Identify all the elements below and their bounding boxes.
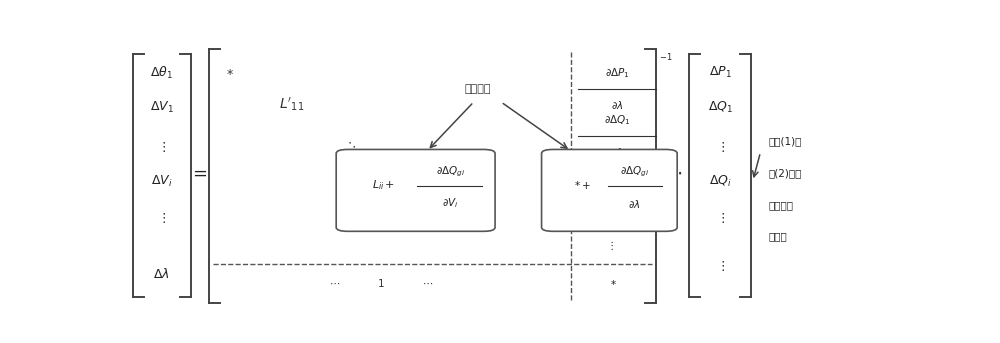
- FancyBboxPatch shape: [336, 150, 495, 231]
- Text: $\partial V_i$: $\partial V_i$: [442, 197, 459, 211]
- Text: $\Delta Q_i$: $\Delta Q_i$: [709, 174, 732, 189]
- Text: $\Delta Q_1$: $\Delta Q_1$: [708, 99, 733, 115]
- Text: 修正元素: 修正元素: [464, 84, 491, 94]
- Text: $\Delta\lambda$: $\Delta\lambda$: [153, 267, 170, 281]
- Text: $\vdots$: $\vdots$: [716, 140, 725, 154]
- FancyBboxPatch shape: [542, 150, 677, 231]
- Text: 原潮流方: 原潮流方: [768, 200, 793, 210]
- Text: $\vdots$: $\vdots$: [716, 259, 725, 273]
- Text: $\Delta V_1$: $\Delta V_1$: [150, 99, 174, 115]
- Text: $L_{ii}+$: $L_{ii}+$: [372, 178, 395, 192]
- Text: $=$: $=$: [189, 164, 208, 182]
- Text: $\cdots$: $\cdots$: [329, 278, 340, 288]
- Text: $\ddots$: $\ddots$: [347, 140, 360, 154]
- Text: $^{-1}$: $^{-1}$: [659, 53, 673, 66]
- Text: $\vdots$: $\vdots$: [613, 164, 621, 177]
- Text: $\partial\Delta Q_1$: $\partial\Delta Q_1$: [604, 114, 630, 127]
- Text: $\partial\Delta Q_{gi}$: $\partial\Delta Q_{gi}$: [436, 165, 465, 179]
- Text: $* +$: $* +$: [574, 179, 591, 191]
- Text: $*$: $*$: [226, 66, 234, 79]
- Text: $*$: $*$: [610, 278, 617, 288]
- Text: $\vdots$: $\vdots$: [157, 211, 166, 225]
- Text: $\Delta P_1$: $\Delta P_1$: [709, 65, 732, 80]
- Text: $\partial\lambda$: $\partial\lambda$: [611, 146, 623, 158]
- Text: $\partial\Delta P_1$: $\partial\Delta P_1$: [605, 66, 629, 80]
- Text: $\vdots$: $\vdots$: [716, 211, 725, 225]
- Text: $\Delta V_i$: $\Delta V_i$: [151, 174, 173, 189]
- Text: 程求解: 程求解: [768, 232, 787, 241]
- Text: $\cdot$: $\cdot$: [676, 164, 682, 183]
- Text: $L'_{11}$: $L'_{11}$: [279, 96, 304, 113]
- Text: 式(2)代入: 式(2)代入: [768, 168, 802, 178]
- Text: $\Delta\theta_1$: $\Delta\theta_1$: [150, 65, 173, 81]
- Text: $\partial\Delta Q_{gi}$: $\partial\Delta Q_{gi}$: [620, 165, 649, 179]
- Text: $\vdots$: $\vdots$: [157, 140, 166, 154]
- Text: $\partial\lambda$: $\partial\lambda$: [611, 98, 623, 110]
- Text: $1$: $1$: [377, 277, 385, 289]
- Text: 由式(1)或: 由式(1)或: [768, 137, 802, 146]
- Text: $\partial\lambda$: $\partial\lambda$: [628, 198, 640, 210]
- Text: $\cdots$: $\cdots$: [422, 278, 433, 288]
- Text: $\vdots$: $\vdots$: [606, 239, 613, 252]
